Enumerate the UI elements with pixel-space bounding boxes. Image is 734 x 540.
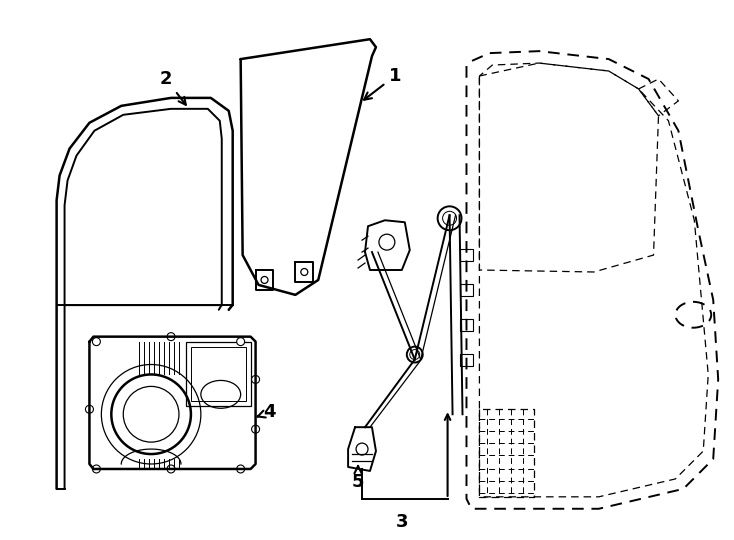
Circle shape <box>236 465 244 473</box>
Text: 5: 5 <box>352 466 364 491</box>
Text: 2: 2 <box>160 70 186 105</box>
Circle shape <box>379 234 395 250</box>
Circle shape <box>252 375 260 383</box>
Circle shape <box>236 338 244 346</box>
Circle shape <box>261 276 268 284</box>
Circle shape <box>252 425 260 433</box>
Bar <box>191 347 246 401</box>
Bar <box>459 319 473 330</box>
Circle shape <box>85 406 93 413</box>
Text: 1: 1 <box>364 67 401 100</box>
Bar <box>186 342 250 406</box>
Circle shape <box>301 268 308 275</box>
Text: 3: 3 <box>396 513 408 531</box>
Circle shape <box>437 206 462 230</box>
Bar <box>459 284 473 296</box>
Circle shape <box>112 374 191 454</box>
Circle shape <box>92 338 101 346</box>
Circle shape <box>356 443 368 455</box>
Bar <box>459 249 473 261</box>
Circle shape <box>167 333 175 341</box>
Circle shape <box>407 347 423 362</box>
Circle shape <box>167 465 175 473</box>
Bar <box>459 354 473 366</box>
Circle shape <box>92 465 101 473</box>
Text: 4: 4 <box>258 403 276 421</box>
